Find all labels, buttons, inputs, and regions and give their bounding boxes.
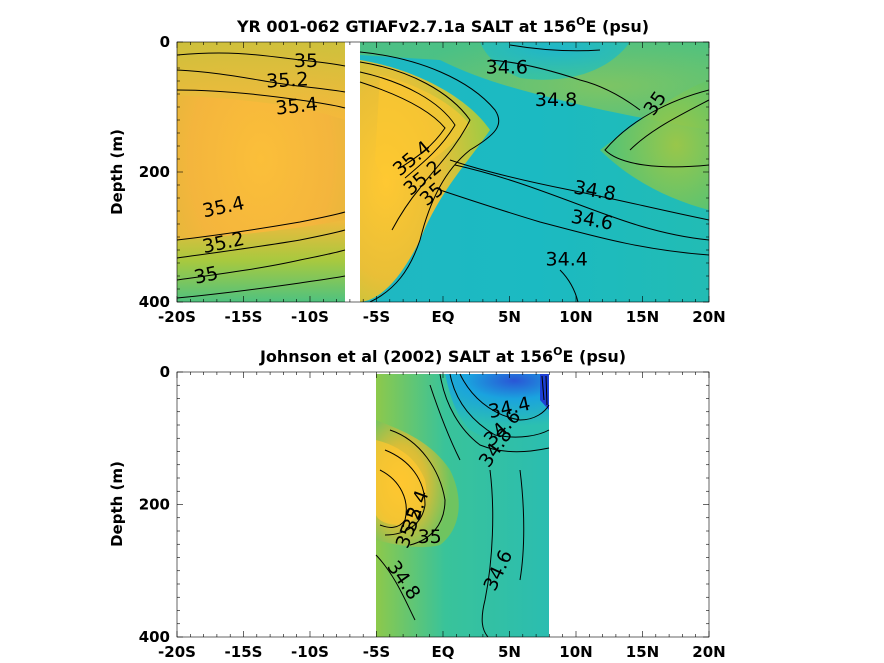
x-tick-label: 15N	[626, 308, 659, 326]
x-tick-label: 15N	[626, 643, 659, 661]
panel-model-ticks: -20S -15S -10S -5S EQ 5N 10N 15N 20N 0 200 400	[139, 33, 726, 326]
x-tick-label: -5S	[363, 643, 390, 661]
y-tick-label: 0	[160, 363, 170, 381]
y-tick-label: 200	[139, 496, 170, 514]
panel-observed: Johnson et al (2002) SALT at 156OE (psu)…	[108, 345, 726, 661]
contour-label: 34.8	[535, 89, 577, 111]
x-tick-label: -15S	[225, 308, 263, 326]
panel-model-ylabel: Depth (m)	[108, 129, 126, 215]
y-tick-label: 400	[139, 293, 170, 311]
x-tick-label: -10S	[291, 308, 329, 326]
y-tick-label: 0	[160, 33, 170, 51]
panel-observed-field	[375, 373, 550, 637]
panel-observed-ylabel: Depth (m)	[108, 461, 126, 547]
y-tick-label: 400	[139, 628, 170, 646]
contour-label: 34.6	[486, 57, 528, 79]
contour-label: 34.4	[546, 248, 588, 270]
x-tick-label: -5S	[363, 308, 390, 326]
panel-model-title: YR 001-062 GTIAFv2.7.1a SALT at 156OE (p…	[236, 15, 649, 36]
contour-label: 35	[294, 50, 318, 72]
contour-label: 35.2	[266, 68, 309, 92]
contour-label: 35	[192, 262, 220, 289]
y-tick-label: 200	[139, 163, 170, 181]
panel-observed-ticks: -20S -15S -10S -5S EQ 5N 10N 15N 20N 0 200 400	[139, 363, 726, 661]
contour-label: 35	[418, 526, 442, 548]
panel-observed-title: Johnson et al (2002) SALT at 156OE (psu)	[259, 345, 626, 366]
panel-model: YR 001-062 GTIAFv2.7.1a SALT at 156OE (p…	[108, 15, 726, 326]
x-tick-label: -20S	[158, 643, 196, 661]
x-tick-label: 10N	[559, 643, 592, 661]
x-tick-label: EQ	[432, 308, 455, 326]
contour-label: 35.4	[274, 93, 318, 119]
x-tick-label: -10S	[291, 643, 329, 661]
x-tick-label: -15S	[225, 643, 263, 661]
x-tick-label: -20S	[158, 308, 196, 326]
panel-model-field	[177, 42, 709, 302]
x-tick-label: 20N	[692, 643, 725, 661]
x-tick-label: 5N	[498, 308, 521, 326]
x-tick-label: 10N	[559, 308, 592, 326]
x-tick-label: EQ	[432, 643, 455, 661]
x-tick-label: 5N	[498, 643, 521, 661]
x-tick-label: 20N	[692, 308, 725, 326]
